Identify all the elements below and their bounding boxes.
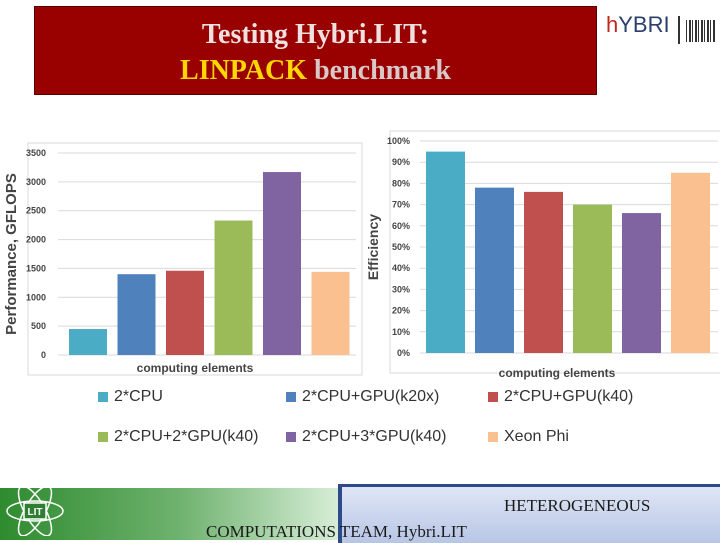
y-tick-label: 500 <box>31 321 46 331</box>
chart-legend: 2*CPU 2*CPU+GPU(k20x) 2*CPU+GPU(k40) 2*CPU+… <box>98 388 698 458</box>
legend-item-4: 2*CPU+2*GPU(k40) <box>98 428 259 446</box>
bar-4 <box>573 204 612 353</box>
legend-label: Xeon Phi <box>504 428 569 445</box>
bar-3 <box>166 270 204 355</box>
lit-logo-text: LIT <box>28 507 43 518</box>
bar-5 <box>263 172 301 355</box>
logo-text: hYBRI <box>606 12 670 37</box>
y-tick-label: 0% <box>397 348 410 358</box>
bar-6 <box>311 271 350 355</box>
x-axis-label: computing elements <box>499 366 616 380</box>
legend-swatch <box>488 432 498 442</box>
footer-line1: HETEROGENEOUS <box>504 496 651 515</box>
y-tick-label: 70% <box>392 200 410 210</box>
bar-3 <box>524 191 563 353</box>
y-tick-label: 0 <box>41 350 46 360</box>
legend-swatch <box>98 432 108 442</box>
hybrilit-logo: hYBRI <box>606 12 716 46</box>
subtitle-rest: benchmark <box>307 55 451 86</box>
footer-line2: COMPUTATIONS TEAM, Hybri.LIT <box>206 522 467 541</box>
legend-swatch <box>98 392 108 402</box>
slide-title: Testing Hybri.LIT: <box>201 19 430 50</box>
chart-frame <box>389 130 720 374</box>
legend-label: 2*CPU+2*GPU(k40) <box>114 428 259 445</box>
y-tick-label: 20% <box>392 306 410 316</box>
legend-swatch <box>488 392 498 402</box>
legend-item-1: 2*CPU <box>98 388 163 406</box>
y-tick-label: 100% <box>387 136 410 146</box>
bar-5 <box>622 213 661 353</box>
legend-swatch <box>286 432 296 442</box>
legend-label: 2*CPU+3*GPU(k40) <box>302 428 447 445</box>
y-tick-label: 60% <box>392 221 410 231</box>
legend-label: 2*CPU+GPU(k20x) <box>302 388 440 405</box>
legend-item-3: 2*CPU+GPU(k40) <box>488 388 633 406</box>
y-tick-label: 2500 <box>26 206 46 216</box>
lit-logo-icon: LIT <box>6 486 64 536</box>
bar-1 <box>69 329 107 355</box>
y-tick-label: 2000 <box>26 235 46 245</box>
footer-banner <box>338 484 720 543</box>
barcode-icon <box>686 20 716 42</box>
y-tick-label: 40% <box>392 263 410 273</box>
y-tick-label: 1500 <box>26 263 46 273</box>
y-tick-label: 80% <box>392 178 410 188</box>
bar-2 <box>475 187 514 353</box>
y-tick-label: 10% <box>392 327 410 337</box>
y-axis-label: Efficiency <box>365 214 381 280</box>
subtitle-highlight: LINPACK <box>180 55 308 86</box>
footer: LIT HETEROGENEOUS COMPUTATIONS TEAM, Hyb… <box>0 482 720 543</box>
y-tick-label: 3500 <box>26 148 46 158</box>
legend-label: 2*CPU <box>114 388 163 405</box>
y-tick-label: 90% <box>392 157 410 167</box>
legend-item-5: 2*CPU+3*GPU(k40) <box>286 428 447 446</box>
y-axis-label: Performance, GFLOPS <box>3 173 20 335</box>
y-tick-label: 3000 <box>26 177 46 187</box>
x-axis-label: computing elements <box>137 361 254 375</box>
chart-frame <box>27 142 363 376</box>
legend-label: 2*CPU+GPU(k40) <box>504 388 634 405</box>
logo-divider <box>678 16 680 44</box>
bar-2 <box>117 274 156 355</box>
y-tick-label: 1000 <box>26 292 46 302</box>
bar-4 <box>214 220 253 355</box>
bar-6 <box>671 172 710 353</box>
bar-1 <box>426 151 465 353</box>
legend-item-6: Xeon Phi <box>488 428 569 446</box>
legend-swatch <box>286 392 296 402</box>
y-tick-label: 50% <box>392 242 410 252</box>
legend-item-2: 2*CPU+GPU(k20x) <box>286 388 439 406</box>
y-tick-label: 30% <box>392 284 410 294</box>
slide-title-box: Testing Hybri.LIT: LINPACK benchmark <box>34 6 597 95</box>
slide-subtitle: LINPACK benchmark <box>35 55 596 87</box>
